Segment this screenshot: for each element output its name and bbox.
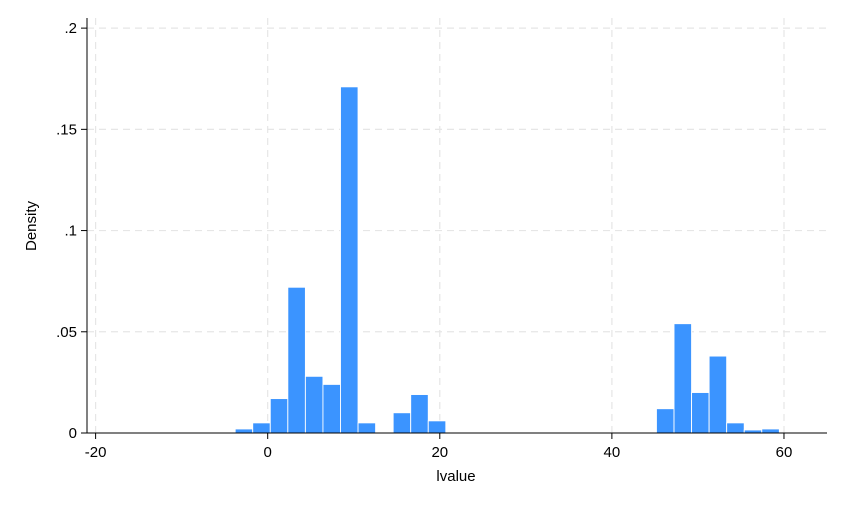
y-axis-ticks: 0 .05 .1 .15 .2 <box>56 20 87 442</box>
histogram-bar <box>427 420 447 434</box>
y-tick-label: .1 <box>64 223 77 240</box>
histogram-bar <box>340 86 359 434</box>
histogram-bar <box>708 355 728 434</box>
histogram-bar <box>304 375 324 434</box>
y-tick-label: 0 <box>69 425 77 442</box>
histogram-bar <box>269 398 289 434</box>
histogram-bar <box>287 286 306 434</box>
x-axis-ticks: -20 0 20 40 60 <box>85 433 793 461</box>
x-tick-label: 40 <box>604 444 621 461</box>
histogram-bar <box>234 428 254 434</box>
y-tick-label: .15 <box>56 121 77 138</box>
x-tick-label: 20 <box>431 444 448 461</box>
histogram-bars <box>234 86 780 434</box>
histogram-bar <box>392 412 412 434</box>
histogram-bar <box>322 383 341 434</box>
grid-lines <box>87 18 827 433</box>
y-axis-title: Density <box>23 200 40 251</box>
x-tick-label: -20 <box>85 444 107 461</box>
histogram-bar <box>691 392 710 434</box>
x-axis-title: lvalue <box>436 468 475 485</box>
histogram-bar <box>410 394 429 434</box>
y-tick-label: .05 <box>56 324 77 341</box>
histogram-bar <box>673 323 693 434</box>
histogram-bar <box>726 422 745 434</box>
histogram-bar <box>656 408 675 434</box>
histogram-bar <box>761 428 780 434</box>
x-tick-label: 60 <box>776 444 793 461</box>
y-tick-label: .2 <box>64 20 77 37</box>
histogram-bar <box>357 422 377 434</box>
histogram-bar <box>252 422 271 434</box>
x-tick-label: 0 <box>264 444 272 461</box>
axes <box>86 18 827 434</box>
